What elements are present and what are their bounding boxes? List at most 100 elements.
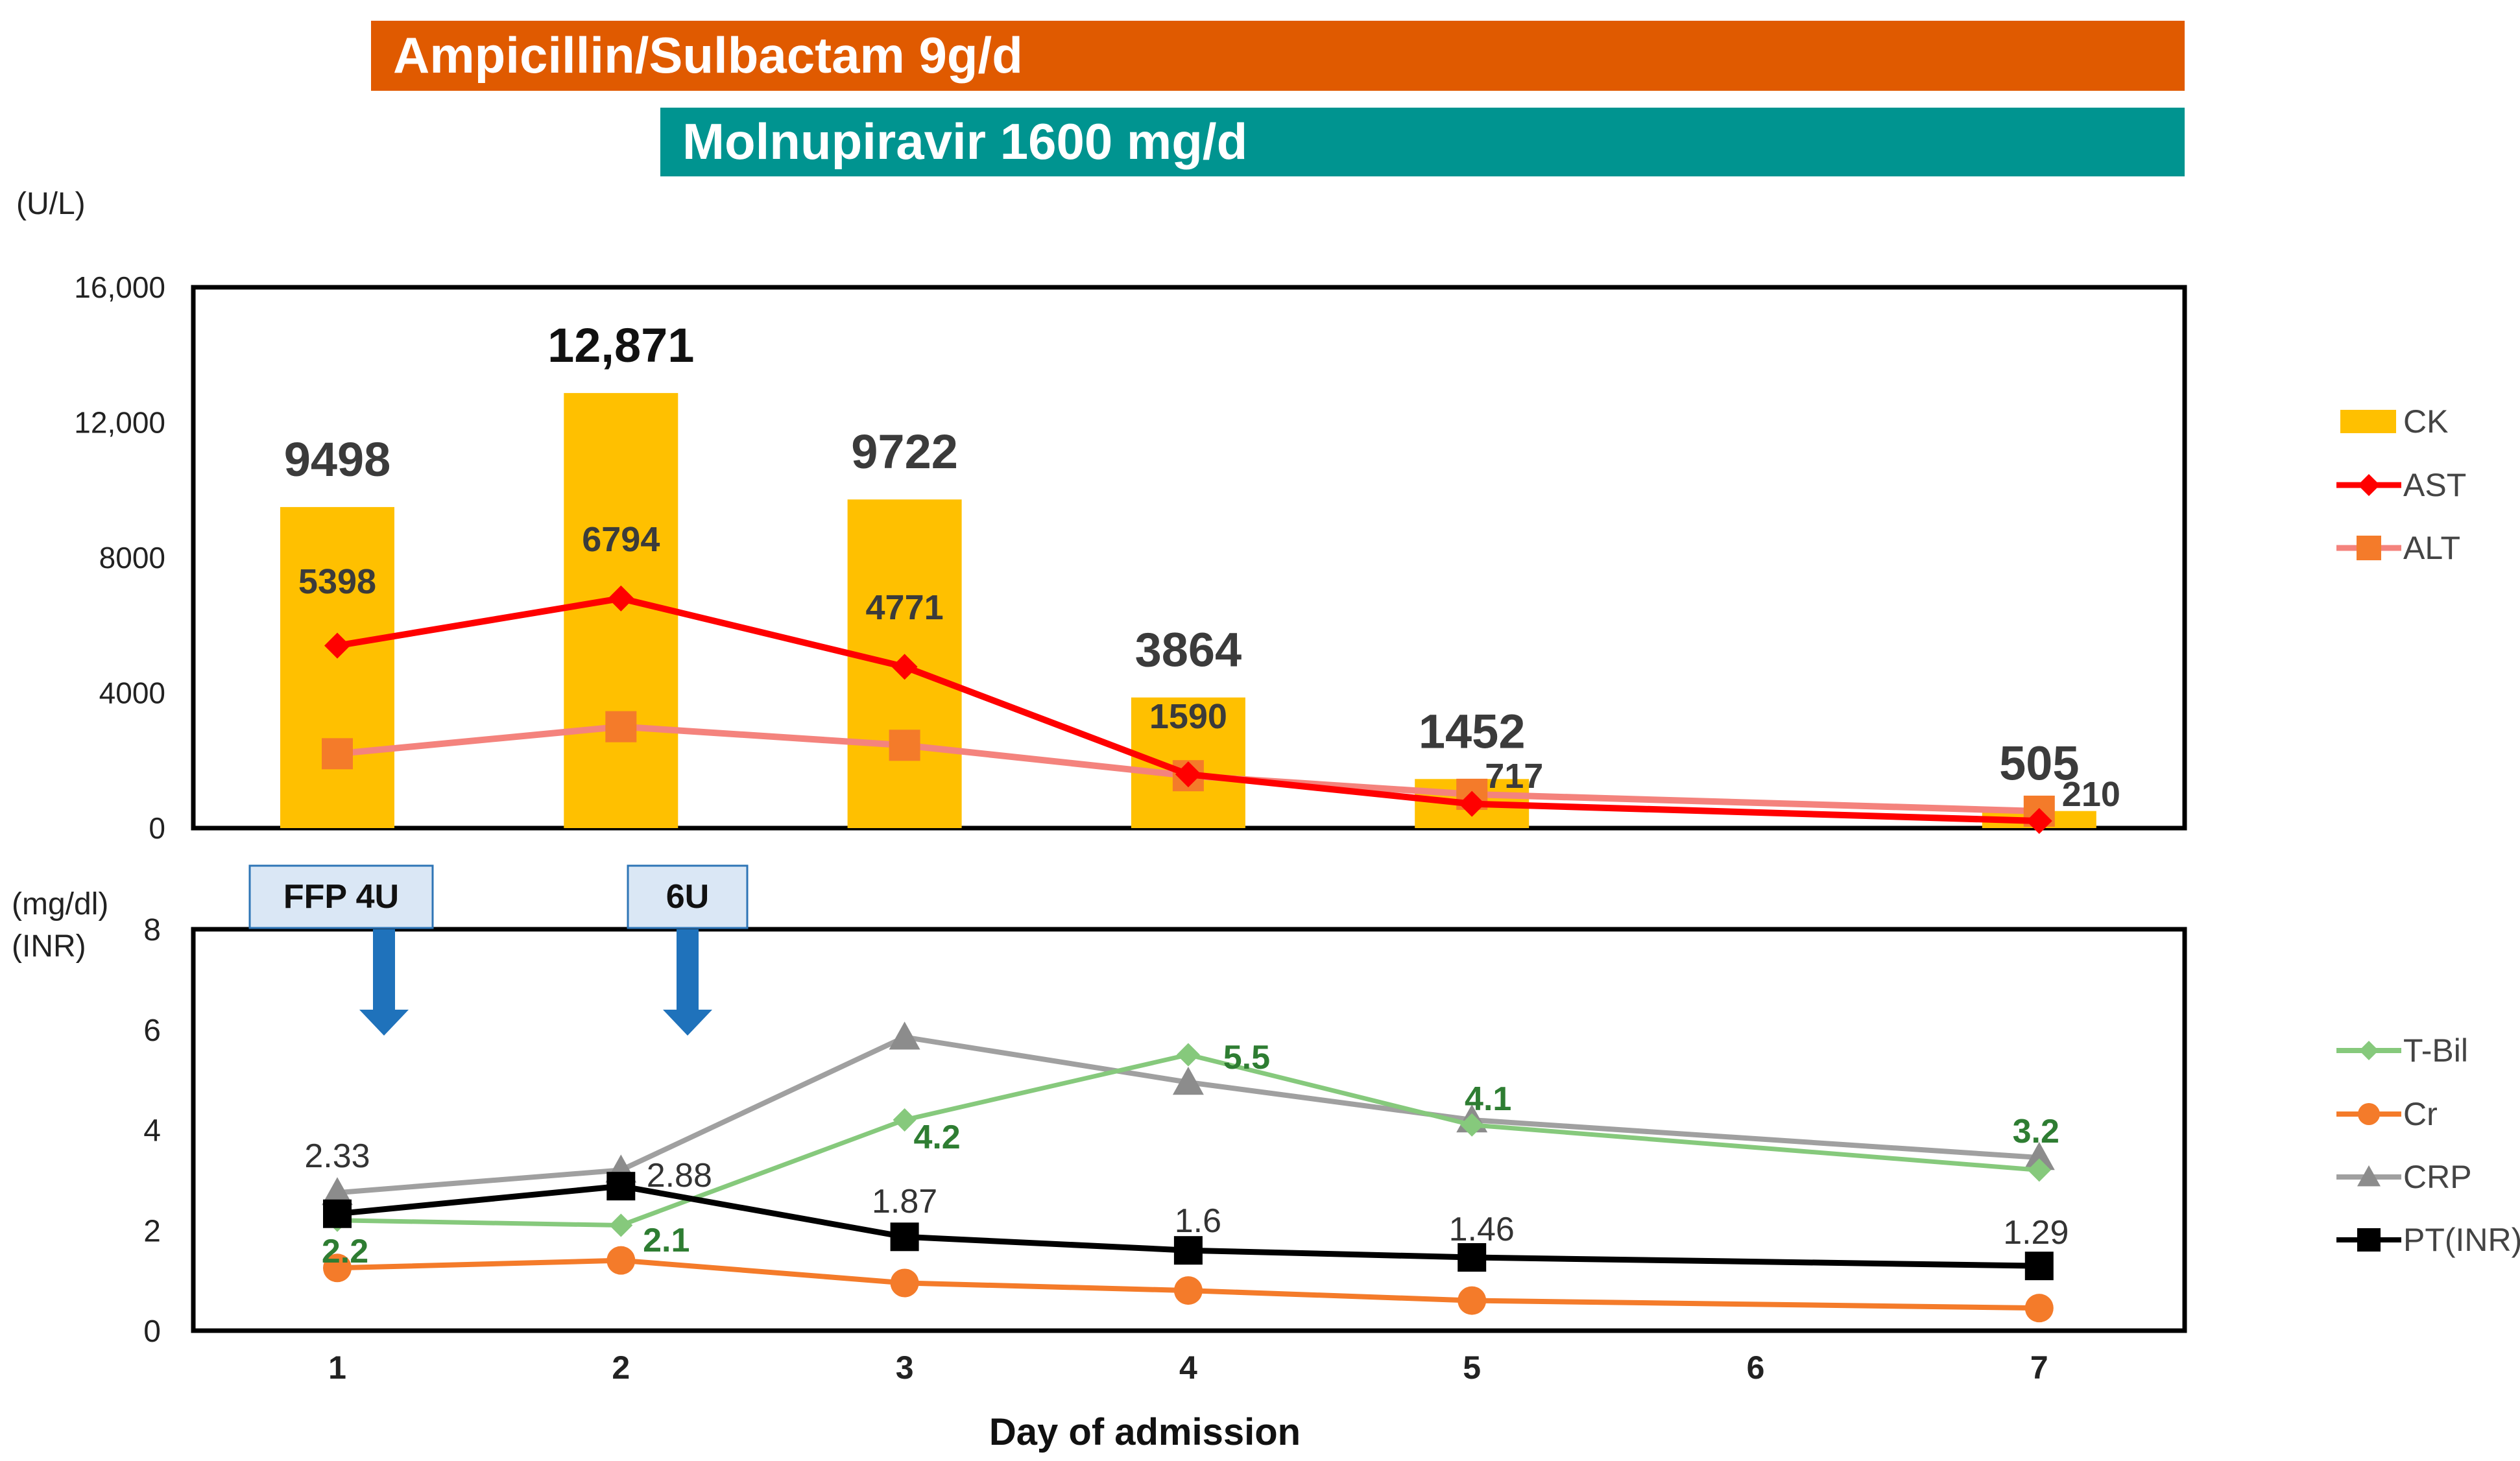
ast-value-label: 5398 bbox=[298, 562, 376, 601]
drug-bars: Ampicillin/Sulbactam 9g/d Molnupiravir 16… bbox=[371, 21, 2185, 176]
cr-marker bbox=[890, 1268, 919, 1298]
tbil-marker bbox=[609, 1213, 633, 1237]
drug-bar-0 bbox=[371, 21, 2185, 91]
crp-line bbox=[337, 1034, 2040, 1196]
legend-cr-marker bbox=[2358, 1103, 2380, 1125]
enzyme-y-tick: 16,000 bbox=[74, 270, 165, 304]
alt-line bbox=[337, 723, 2039, 814]
lab-y-tick: 8 bbox=[143, 913, 161, 947]
ast-line bbox=[337, 595, 2039, 825]
tbil-value-label: 4.2 bbox=[913, 1119, 960, 1156]
ffp-annotations: FFP 4U 6U bbox=[248, 864, 749, 1036]
crp-marker bbox=[2023, 1142, 2055, 1170]
legend-ast-label: AST bbox=[2403, 467, 2466, 503]
legend-tbil-label: T-Bil bbox=[2403, 1032, 2468, 1069]
ast-value-label: 210 bbox=[2062, 775, 2120, 814]
ck-value-label: 505 bbox=[1999, 737, 2079, 790]
tbil-marker bbox=[2027, 1158, 2051, 1182]
legend-ck-label: CK bbox=[2403, 403, 2448, 440]
legend-tbil-marker bbox=[2359, 1041, 2379, 1060]
ast-marker bbox=[2026, 808, 2052, 835]
alt-marker bbox=[322, 738, 353, 770]
legend-crp-marker bbox=[2357, 1165, 2381, 1187]
legend-cr-label: Cr bbox=[2403, 1096, 2438, 1132]
tbil-value-label: 3.2 bbox=[2013, 1113, 2059, 1150]
pt-marker bbox=[890, 1222, 919, 1252]
tbil-marker bbox=[1460, 1113, 1484, 1137]
ffp-label-1: 6U bbox=[666, 878, 709, 916]
ck-value-label: 3864 bbox=[1135, 623, 1242, 677]
pt-marker bbox=[1458, 1243, 1487, 1272]
drug-bar-label-1: Molnupiravir 1600 mg/d bbox=[682, 113, 1247, 170]
pt-value-label: 1.87 bbox=[872, 1183, 937, 1220]
drug-bar-label-0: Ampicillin/Sulbactam 9g/d bbox=[393, 27, 1023, 84]
ffp-down-arrow-icon bbox=[663, 929, 712, 1036]
crp-marker bbox=[889, 1021, 920, 1050]
ffp-down-arrow-icon bbox=[359, 929, 409, 1036]
x-tick-label: 7 bbox=[2030, 1349, 2048, 1386]
ast-marker bbox=[608, 585, 634, 612]
crp-marker bbox=[322, 1177, 353, 1206]
x-tick-label: 6 bbox=[1747, 1349, 1765, 1386]
x-tick-label: 5 bbox=[1463, 1349, 1481, 1386]
lab-y-tick: 6 bbox=[143, 1014, 161, 1048]
ck-bar bbox=[280, 506, 394, 828]
x-axis: Day of admission 1 2 3 4 5 6 7 bbox=[328, 1349, 2048, 1453]
tbil-value-label: 2.1 bbox=[643, 1222, 690, 1259]
legend-alt-marker bbox=[2357, 536, 2381, 560]
x-tick-label: 4 bbox=[1179, 1349, 1197, 1386]
lab-y-tick: 4 bbox=[143, 1114, 161, 1148]
pt-marker bbox=[2024, 1252, 2054, 1281]
ffp-box-0 bbox=[248, 864, 434, 929]
legends: CK AST ALT T-Bil Cr CRP PT(INR) bbox=[2336, 403, 2520, 1258]
x-tick-label: 2 bbox=[612, 1349, 630, 1386]
tbil-value-label: 2.2 bbox=[322, 1233, 368, 1270]
ast-value-label: 717 bbox=[1485, 757, 1543, 796]
lab-unit-label-mgdl: (mg/dl) bbox=[12, 887, 108, 921]
x-axis-title: Day of admission bbox=[989, 1411, 1301, 1453]
cr-marker bbox=[2024, 1294, 2054, 1323]
pt-marker bbox=[323, 1199, 352, 1228]
ast-value-label: 6794 bbox=[582, 520, 660, 559]
pt-value-label: 2.33 bbox=[304, 1137, 370, 1175]
ck-value-label: 9498 bbox=[284, 433, 391, 486]
lab-y-tick: 0 bbox=[143, 1314, 161, 1349]
pt-value-label: 1.6 bbox=[1175, 1202, 1221, 1240]
ffp-box-1 bbox=[627, 864, 749, 929]
pt-marker bbox=[606, 1172, 636, 1201]
cr-marker bbox=[606, 1246, 636, 1275]
legend-alt-label: ALT bbox=[2403, 530, 2460, 566]
pt-marker bbox=[1173, 1236, 1203, 1265]
ffp-label-0: FFP 4U bbox=[283, 878, 399, 916]
alt-marker bbox=[889, 730, 920, 761]
pt-value-label: 2.88 bbox=[647, 1157, 712, 1194]
tbil-value-label: 5.5 bbox=[1223, 1039, 1270, 1076]
cr-marker bbox=[1173, 1276, 1203, 1305]
legend-ast-marker bbox=[2358, 474, 2380, 496]
ast-value-label: 1590 bbox=[1149, 697, 1227, 736]
legend-pt-marker bbox=[2357, 1228, 2381, 1252]
enzyme-y-tick: 0 bbox=[149, 811, 165, 845]
tbil-line bbox=[337, 1052, 2040, 1228]
drug-bar-1 bbox=[660, 108, 2185, 176]
pt-value-label: 1.29 bbox=[2003, 1214, 2069, 1252]
pt-value-label: 1.46 bbox=[1449, 1211, 1515, 1248]
ast-marker bbox=[1459, 790, 1485, 817]
tbil-value-label: 4.1 bbox=[1465, 1080, 1511, 1118]
tbil-marker bbox=[893, 1108, 917, 1132]
cr-line bbox=[337, 1257, 2039, 1311]
ast-marker bbox=[1175, 761, 1201, 788]
lab-chart: (mg/dl) (INR) 0 2 4 6 8 2.2 2.1 4.2 5.5 4.1 3.2 2.3… bbox=[12, 887, 2187, 1349]
enzyme-y-tick: 4000 bbox=[99, 676, 165, 710]
ck-value-label: 9722 bbox=[851, 425, 958, 479]
legend-ck-swatch bbox=[2340, 410, 2396, 433]
alt-marker bbox=[605, 711, 637, 742]
lab-unit-label-inr: (INR) bbox=[12, 929, 86, 964]
enzyme-y-tick: 8000 bbox=[99, 541, 165, 575]
legend-pt-label: PT(INR) bbox=[2403, 1222, 2520, 1258]
x-tick-label: 3 bbox=[896, 1349, 914, 1386]
enzyme-unit-label: (U/L) bbox=[16, 187, 86, 221]
crp-marker bbox=[1172, 1066, 1204, 1095]
cr-marker bbox=[323, 1253, 352, 1283]
